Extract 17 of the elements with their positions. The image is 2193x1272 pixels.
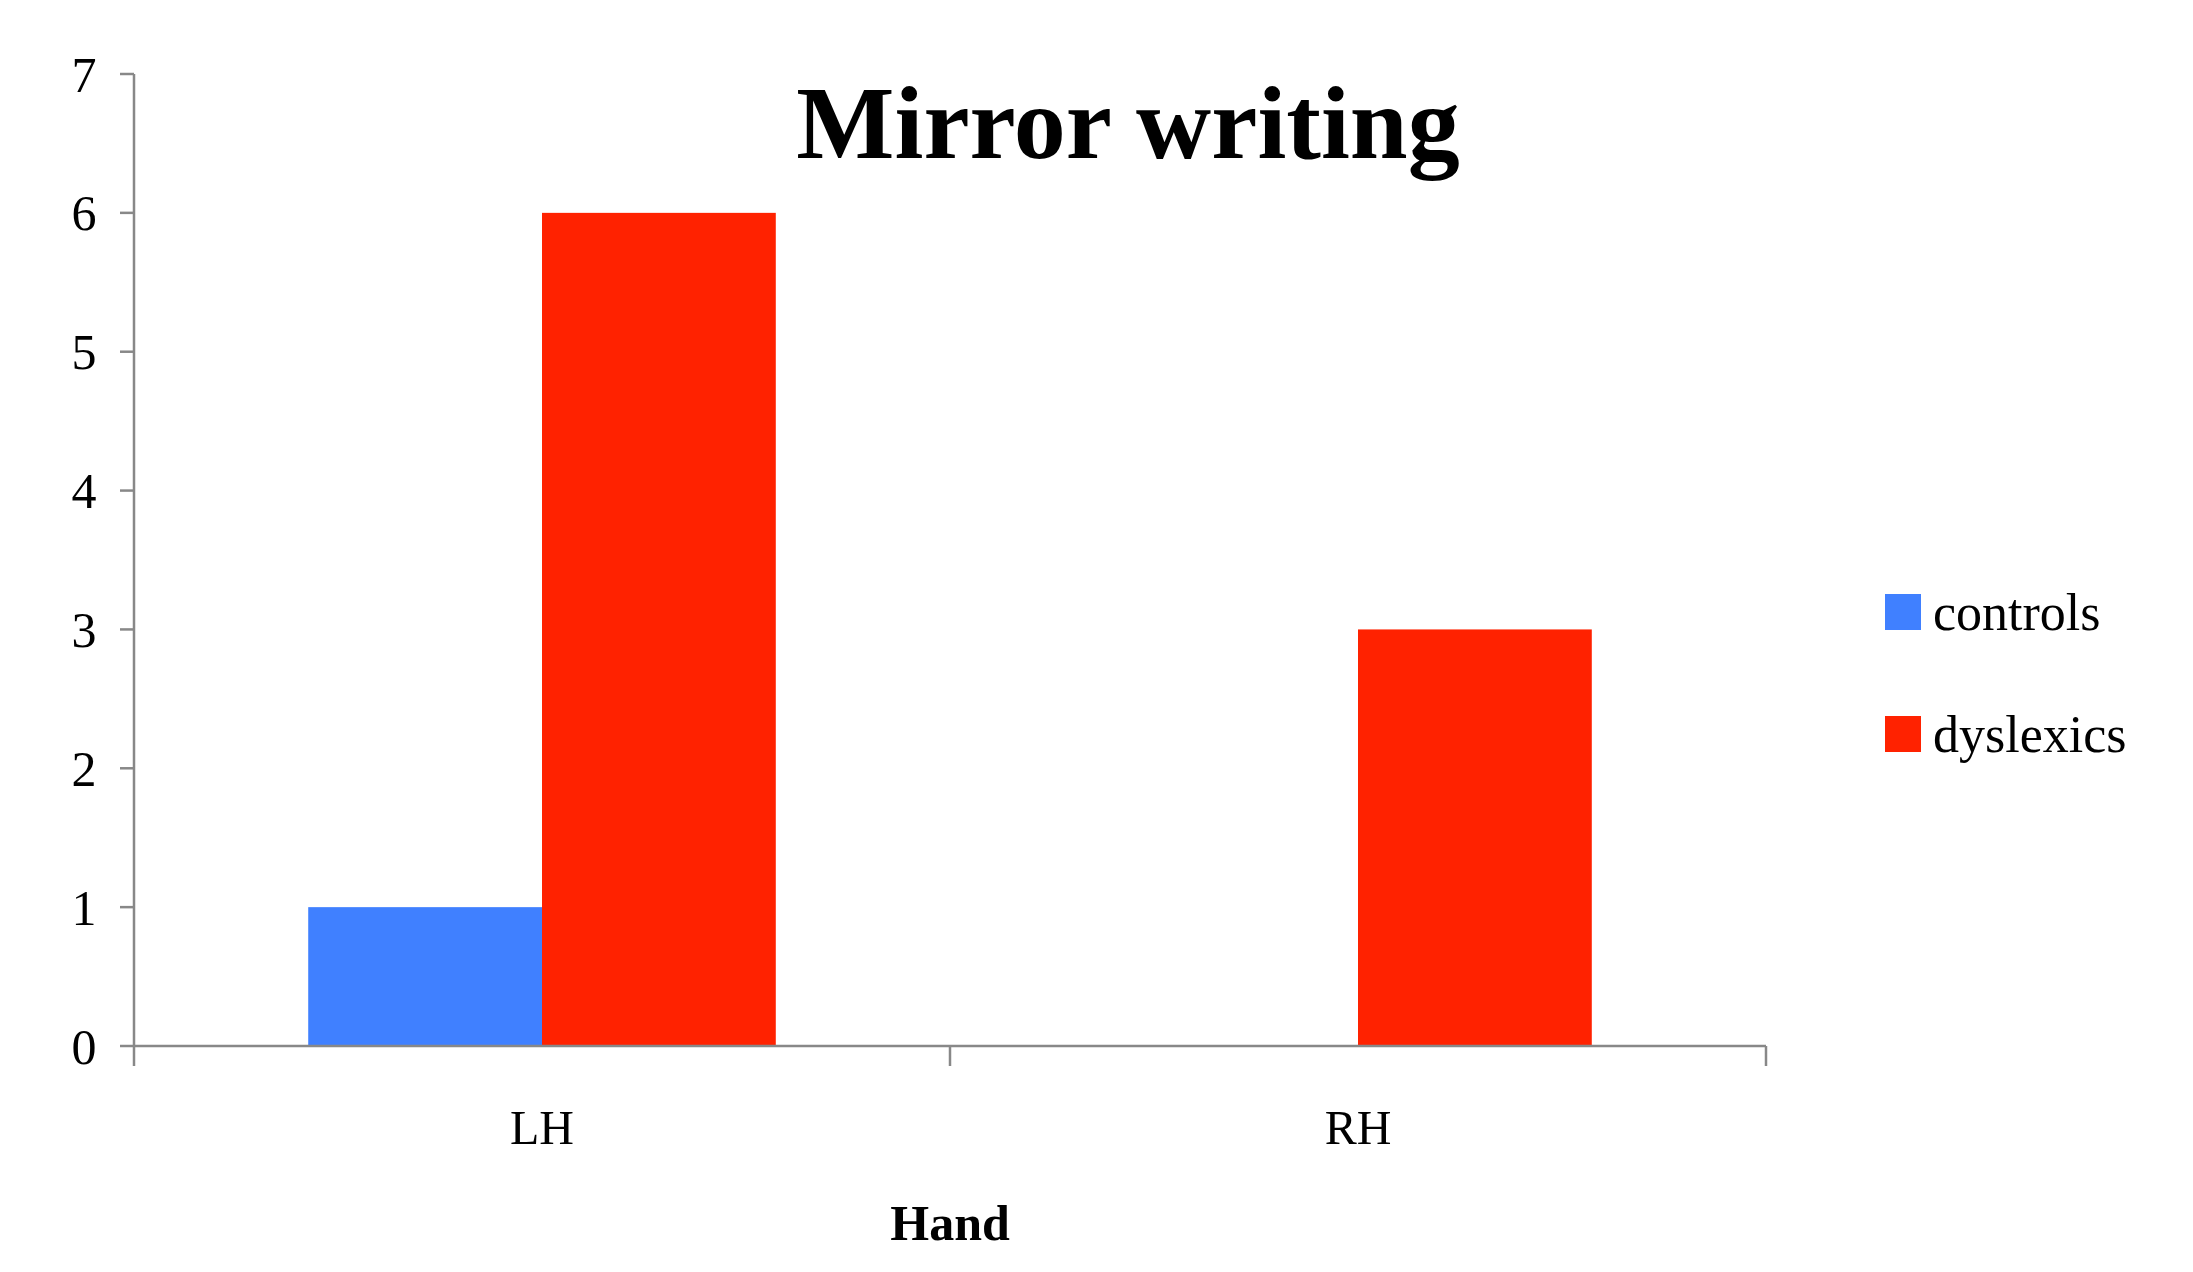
chart-title: Mirror writing bbox=[796, 65, 1460, 181]
legend-label: dyslexics bbox=[1933, 706, 2127, 764]
bar bbox=[542, 212, 776, 1046]
y-tick-label: 1 bbox=[71, 879, 97, 936]
legend-label: controls bbox=[1933, 584, 2101, 642]
y-tick-label: 4 bbox=[71, 463, 97, 520]
x-tick-label: RH bbox=[1324, 1101, 1392, 1154]
y-tick-label: 3 bbox=[71, 601, 97, 658]
y-tick-label: 5 bbox=[71, 324, 97, 381]
bar bbox=[308, 907, 542, 1046]
x-tick-label: LH bbox=[510, 1101, 574, 1154]
y-tick-label: 7 bbox=[71, 46, 97, 103]
y-tick-label: 0 bbox=[71, 1018, 97, 1075]
y-tick-label: 6 bbox=[71, 185, 97, 242]
x-axis-title: Hand bbox=[890, 1195, 1010, 1251]
y-tick-label: 2 bbox=[71, 740, 97, 797]
bar bbox=[1358, 629, 1592, 1046]
